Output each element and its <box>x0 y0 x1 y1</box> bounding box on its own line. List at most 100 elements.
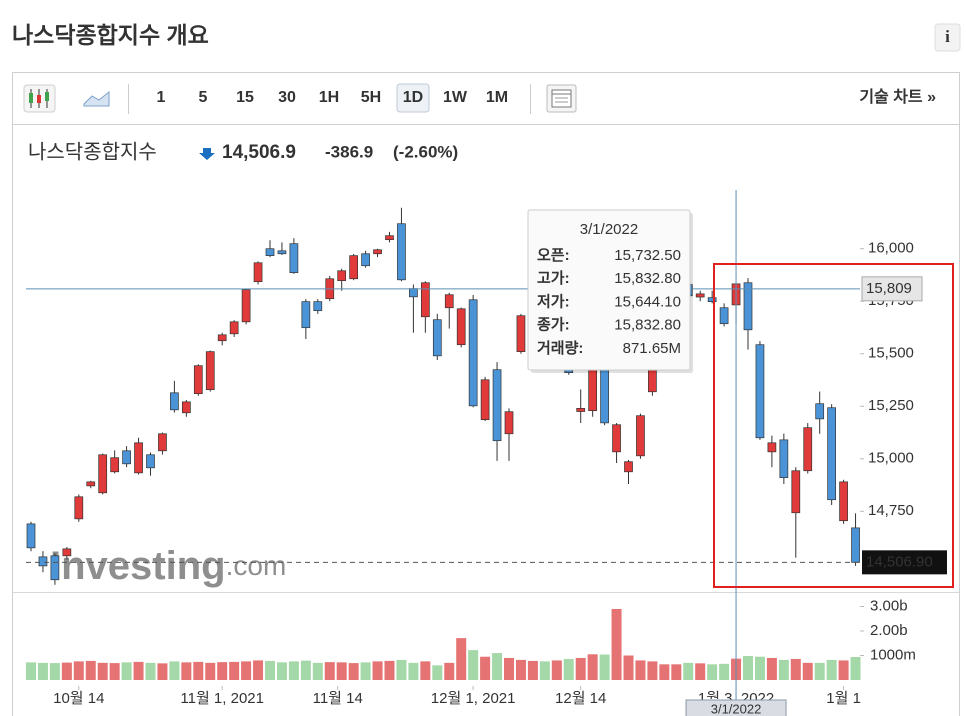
volume-bar <box>121 662 132 680</box>
down-arrow <box>199 148 215 160</box>
volume-bar <box>647 661 658 680</box>
y-tick-label: 16,000 <box>868 240 914 257</box>
volume-bar <box>826 659 837 680</box>
volume-bar <box>456 638 467 680</box>
volume-bar <box>336 662 347 680</box>
candle-body <box>636 415 645 457</box>
candle-body <box>624 461 633 473</box>
tooltip-value: 871.65M <box>623 340 681 357</box>
candle-body <box>146 454 155 469</box>
info-button[interactable] <box>934 23 961 52</box>
candle-body <box>492 369 502 442</box>
candle-body <box>504 411 514 435</box>
volume-bar <box>659 664 670 680</box>
interval-selected[interactable] <box>396 83 430 113</box>
interval-button[interactable]: 1M <box>486 89 508 106</box>
candle-body <box>229 321 239 335</box>
volume-bar <box>695 663 706 680</box>
volume-bar <box>563 658 574 680</box>
volume-bar <box>253 660 264 680</box>
volume-bar <box>504 657 514 680</box>
volume-bar <box>169 661 180 680</box>
candle-body <box>205 351 215 391</box>
volume-bar <box>766 657 777 680</box>
candle-body <box>444 294 454 309</box>
candle-body <box>827 407 837 501</box>
interval-button[interactable]: 1D <box>403 89 423 106</box>
candle-body <box>289 243 299 274</box>
x-tick-label: 12월 14 <box>555 690 606 707</box>
tooltip-label: 오픈: <box>537 247 570 264</box>
candle-body <box>277 250 287 255</box>
volume-bar <box>814 662 825 680</box>
volume-bar <box>539 661 550 680</box>
crosshair-x-box <box>685 699 787 716</box>
candle-body <box>839 481 848 522</box>
x-tick-label: 1월 1 <box>826 690 861 707</box>
interval-button[interactable]: 15 <box>236 89 254 106</box>
volume-bar <box>743 655 753 680</box>
x-tick-label: 11월 14 <box>313 690 363 707</box>
candle-body <box>182 401 191 414</box>
crosshair-x-label: 3/1/2022 <box>711 701 762 716</box>
candle-body <box>98 454 108 494</box>
technical-chart-link[interactable]: 기술 차트 » <box>859 88 936 106</box>
interval-button[interactable]: 1W <box>443 89 468 106</box>
volume-bar <box>396 659 407 680</box>
volume-bar <box>85 660 96 680</box>
interval-button[interactable]: 5 <box>199 89 208 106</box>
candle-body <box>480 379 490 421</box>
interval-button[interactable]: 1 <box>157 89 166 106</box>
x-tick-label: 12월 1, 2021 <box>431 690 516 707</box>
volume-bar <box>850 656 861 680</box>
interval-button[interactable]: 30 <box>278 89 296 106</box>
y2-tick-label: 3.00b <box>870 597 908 614</box>
y-tick-label: 15,500 <box>868 345 914 362</box>
candle-body <box>707 297 717 302</box>
candle-body <box>815 403 825 420</box>
candle-body <box>588 369 598 412</box>
candle-body <box>648 369 657 393</box>
tooltip-label: 저가: <box>537 293 570 310</box>
icon-body <box>29 93 33 103</box>
icon-body <box>45 92 49 101</box>
line-chart-icon[interactable] <box>83 90 110 107</box>
candle-body <box>158 433 167 452</box>
interval-button[interactable]: 1H <box>319 89 339 106</box>
volume-bar <box>360 662 371 680</box>
candle-body <box>397 223 406 281</box>
volume-bar <box>157 663 168 680</box>
candle-body <box>62 548 72 557</box>
y2-tick-label: 2.00b <box>870 622 908 639</box>
volume-bar <box>384 660 395 680</box>
candle-icon[interactable] <box>23 84 56 113</box>
volume-bar <box>37 662 48 680</box>
volume-bar <box>611 608 622 680</box>
last-price-label: 14,506.90 <box>866 553 933 570</box>
volume-bar <box>133 661 144 680</box>
info-icon[interactable]: i <box>945 27 950 46</box>
volume-bar <box>492 653 503 680</box>
volume-bar <box>97 662 108 680</box>
candle-body <box>767 442 777 453</box>
quote-price: 14,506.9 <box>222 142 296 163</box>
volume-bar <box>348 663 359 680</box>
icon-body <box>37 95 41 103</box>
candle-body <box>50 555 60 581</box>
candle-body <box>576 408 586 412</box>
tooltip-value: 15,832.80 <box>614 270 681 287</box>
candle-body <box>74 496 84 520</box>
y-tick-label: 15,250 <box>868 397 914 414</box>
candle-body <box>38 556 48 567</box>
interval-button[interactable]: 5H <box>361 89 381 106</box>
candle-body <box>253 262 263 283</box>
table-icon[interactable] <box>546 84 577 113</box>
volume-bar <box>145 662 156 680</box>
volume-bar <box>778 659 789 680</box>
candle-body <box>110 457 120 473</box>
volume-bar <box>408 662 419 680</box>
volume-bar <box>312 662 323 680</box>
volume-bar <box>420 661 431 680</box>
